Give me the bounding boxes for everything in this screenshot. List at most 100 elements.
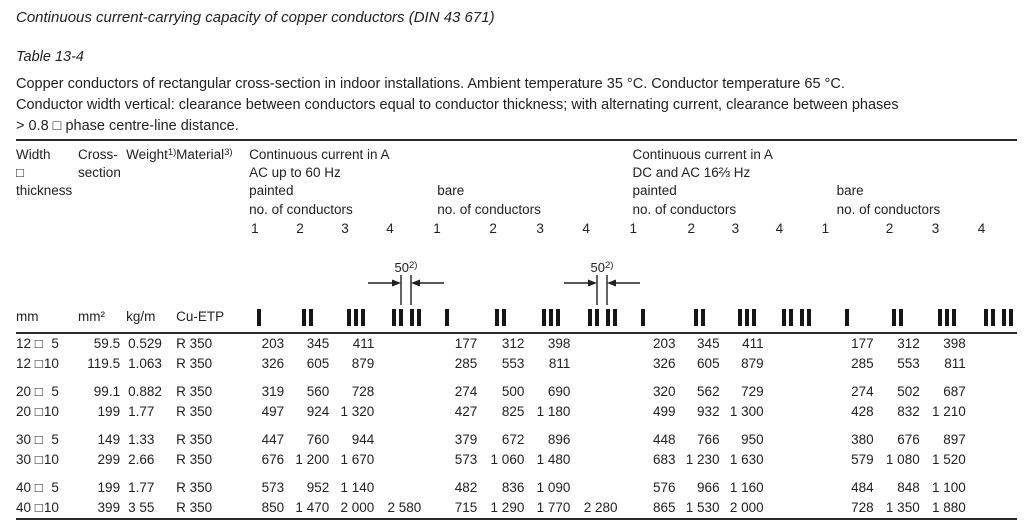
size-cell: 30 □10: [16, 450, 78, 470]
current-value-cell: 573: [261, 480, 285, 495]
conductor-bar-glyph: [751, 309, 756, 326]
conductor-bar-glyph: [1001, 309, 1006, 326]
no-of-conductors-label: no. of conductors: [437, 202, 541, 217]
conductor-row: 12 □10 119.5 1.063 R 350 326 605 879 285 553 811 3…: [16, 354, 1017, 374]
current-value-cell: [774, 402, 820, 422]
conductor-arrangement-cell: [339, 303, 385, 334]
current-value-cell: [580, 382, 627, 402]
current-value-cell: [580, 402, 627, 422]
conductor-arrangement-cell: [773, 303, 820, 334]
conductor-bar-glyph: [556, 309, 561, 326]
unit-kg-per-m: kg/m: [126, 303, 177, 334]
one-conductor-bar-icon: [445, 308, 450, 326]
current-value-cell: 605: [306, 356, 330, 371]
size-cell: 12 □10: [16, 354, 78, 374]
cross-section-cell: 399: [78, 498, 127, 520]
current-value-cell: 832: [897, 404, 920, 419]
current-value-cell: 380: [851, 432, 874, 447]
current-value-cell: 177: [454, 336, 478, 351]
current-value-cell: 274: [454, 384, 478, 399]
conductor-count-header: 3: [536, 221, 544, 236]
three-conductor-bars-icon: [347, 308, 366, 326]
conductor-row: 30 □ 5 149 1.33 R 350 447 760 944 379 672 896 448 76…: [16, 430, 1017, 450]
conductor-bar-glyph: [502, 309, 507, 326]
current-value-cell: 950: [741, 432, 764, 447]
current-value-cell: [975, 498, 1017, 520]
current-value-cell: 484: [851, 480, 874, 495]
current-value-cell: 1 630: [729, 452, 764, 467]
spacing-dimension-ac-painted: 502): [368, 260, 444, 305]
conductor-bar-glyph: [898, 309, 903, 326]
current-value-cell: 1 090: [536, 480, 571, 495]
three-conductor-bars-icon: [737, 308, 756, 326]
current-value-cell: 319: [261, 384, 285, 399]
current-value-cell: 897: [943, 432, 966, 447]
current-value-cell: 497: [261, 404, 285, 419]
weight-cell: 1.063: [128, 356, 162, 371]
current-value-cell: 1 060: [490, 452, 525, 467]
conductor-bar-glyph: [891, 309, 896, 326]
current-value-cell: [774, 354, 820, 374]
table-body: 12 □ 5 59.5 0.529 R 350 203 345 411 177 312 398 203…: [16, 333, 1017, 520]
conductors-label-row: no. of conductors no. of conductors no. …: [16, 201, 1017, 220]
current-value-cell: 932: [697, 404, 720, 419]
table-description: Copper conductors of rectangular cross-s…: [16, 74, 1017, 137]
conductor-arrangement-cell: [534, 303, 581, 334]
current-value-cell: 2 280: [580, 498, 628, 520]
thickness-value: 5: [51, 384, 59, 399]
unit-mm2: mm²: [78, 303, 127, 334]
ac-painted-header: painted: [249, 183, 294, 198]
cross-section-header: Cross- section: [78, 147, 121, 180]
current-value-cell: 1 100: [931, 480, 966, 495]
thickness-value: 10: [43, 500, 59, 515]
current-value-cell: 274: [851, 384, 874, 399]
current-value-cell: 836: [501, 480, 525, 495]
conductor-count-header: 4: [582, 221, 590, 236]
three-conductor-bars-icon: [937, 308, 956, 326]
current-value-cell: [976, 430, 1017, 450]
conductor-count-header: 4: [775, 221, 784, 236]
weight-cell: 3 55: [126, 498, 177, 520]
conductor-bar-glyph: [445, 309, 450, 326]
conductor-bar-glyph: [844, 309, 849, 326]
conductor-bar-glyph: [640, 309, 645, 326]
finish-header-row: painted bare painted bare: [16, 182, 1017, 201]
thickness-value: 10: [43, 404, 59, 419]
current-value-cell: 1 300: [729, 404, 764, 419]
current-value-cell: 345: [697, 336, 720, 351]
current-value-cell: [580, 450, 627, 470]
conductor-arrangement-cell: [384, 303, 432, 334]
current-value-cell: 500: [501, 384, 525, 399]
conductor-bar-glyph: [354, 309, 359, 326]
conductor-count-header: 1: [251, 221, 259, 236]
current-value-cell: [976, 450, 1017, 470]
four-conductor-bars-paired-icon: [392, 308, 422, 326]
current-value-cell: 285: [851, 356, 874, 371]
cross-section-cell: 149: [97, 432, 121, 447]
cross-section-cell: 199: [97, 480, 121, 495]
current-value-cell: [384, 430, 431, 450]
ac-bare-header: bare: [437, 183, 465, 198]
size-cell: 20 □ 5: [16, 382, 78, 402]
conductor-count-header: 2: [687, 221, 696, 236]
current-value-cell: 879: [741, 356, 764, 371]
current-value-cell: [384, 333, 431, 354]
conductor-bar-glyph: [542, 309, 547, 326]
current-value-cell: 427: [454, 404, 478, 419]
one-conductor-bar-icon: [257, 308, 262, 326]
conductor-count-header: 4: [977, 221, 986, 236]
four-conductor-bars-paired-icon: [781, 308, 811, 326]
table-number-label: Table 13-4: [16, 49, 84, 65]
conductor-bar-glyph: [944, 309, 949, 326]
current-value-cell: 879: [351, 356, 375, 371]
weight-cell: 1.77: [128, 480, 155, 495]
current-value-cell: 560: [306, 384, 330, 399]
conductor-arrangement-cell: [929, 303, 976, 334]
current-value-cell: 1 080: [885, 452, 920, 467]
cross-section-cell: 99.1: [93, 384, 121, 399]
material-cell: R 350: [176, 356, 213, 371]
current-value-cell: 605: [697, 356, 720, 371]
current-value-cell: [580, 478, 627, 498]
cross-section-cell: 59.5: [93, 336, 121, 351]
conductor-bar-glyph: [399, 309, 404, 326]
